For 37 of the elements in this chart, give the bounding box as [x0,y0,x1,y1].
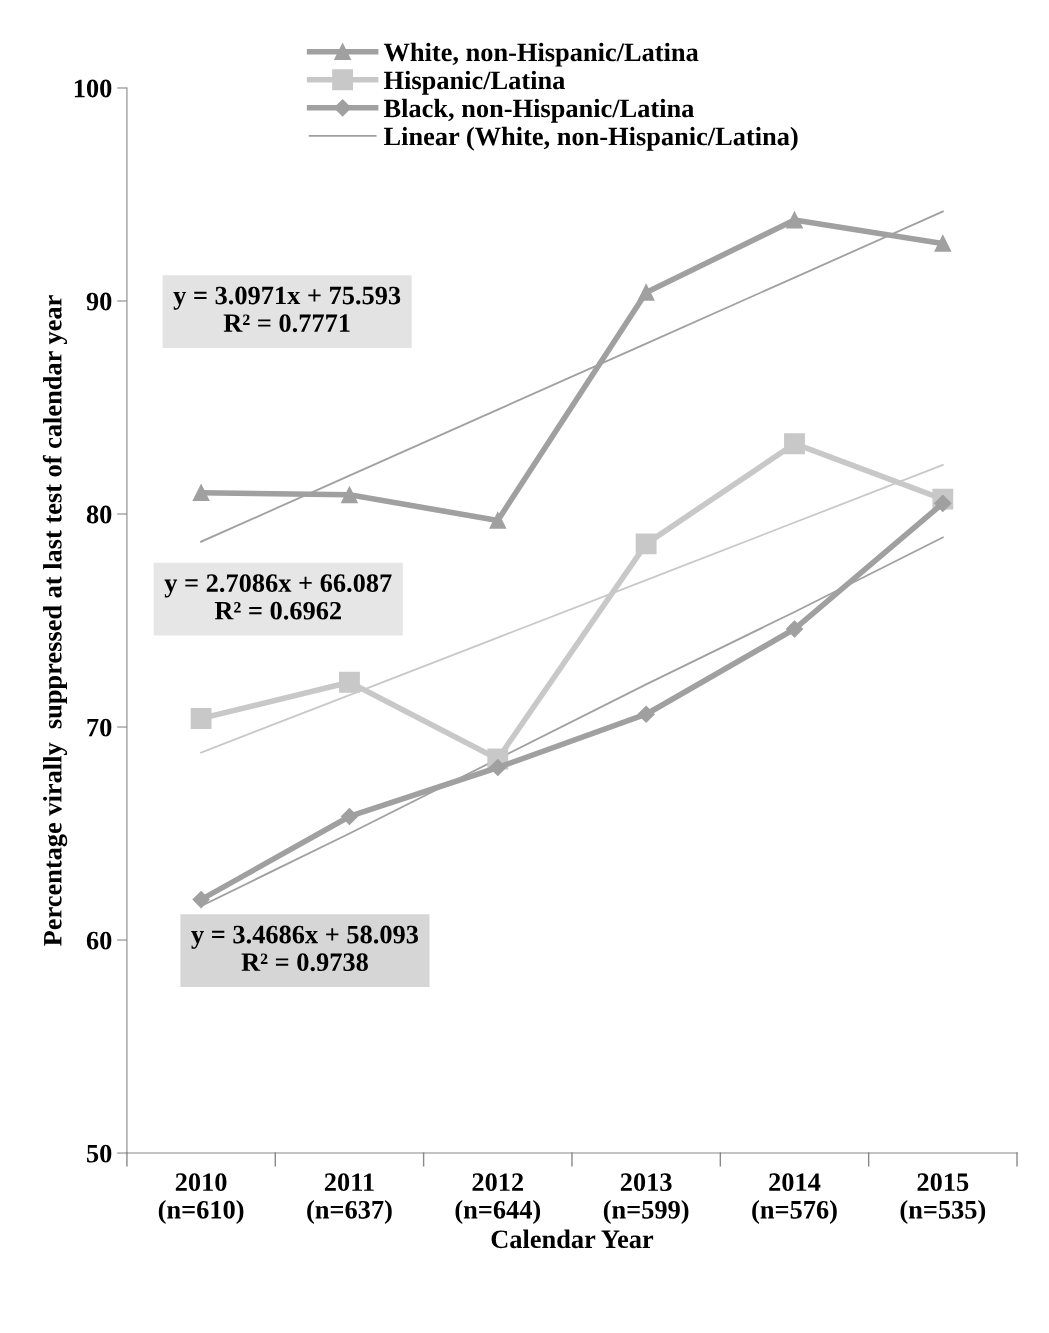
y-axis-title: Percentage virally suppressed at last test of calendar year [42,295,68,946]
point [637,705,655,723]
x-tick-label: 2011 (n=637) [307,1173,392,1225]
legend-label: Black, non-Hispanic/Latina [383,98,694,123]
x-tick-label: 2013 (n=599) [603,1173,689,1225]
point [192,484,210,502]
point [934,494,952,512]
point [341,486,358,504]
point [192,891,210,909]
legend-label: White, non-Hispanic/Latina [383,42,699,67]
x-tick-label: 2010 (n=610) [158,1173,244,1225]
point [635,533,657,555]
point [637,284,655,301]
y-tick-label: 60 [86,931,112,950]
point [785,620,804,638]
point [786,211,803,229]
annotation: y = 2.7086x + 66.087 R² = 0.6962 [164,574,392,620]
point [489,758,507,777]
x-tick-label: 2014 (n=576) [752,1173,837,1225]
x-tick-label: 2012 (n=644) [455,1173,541,1225]
y-tick-label: 50 [87,1144,112,1163]
annotation: y = 3.0971x + 75.593 R² = 0.7771 [173,286,401,333]
annotation: y = 3.4686x + 58.093 R² = 0.9738 [191,925,419,972]
y-tick-label: 100 [74,79,112,98]
x-axis-title: Calendar Year [491,1229,654,1249]
legend-label: Linear (White, non-Hispanic/Latina) [383,126,798,151]
y-tick-label: 90 [86,292,112,311]
x-tick-label: 2015 (n=535) [900,1173,986,1225]
point [339,671,360,693]
legend-label: Hispanic/Latina [383,70,565,95]
point [190,708,212,729]
y-tick-label: 80 [86,505,112,524]
point [934,235,952,252]
y-tick-label: 70 [87,718,112,737]
point [489,512,507,529]
point [784,433,805,455]
point [340,807,359,826]
